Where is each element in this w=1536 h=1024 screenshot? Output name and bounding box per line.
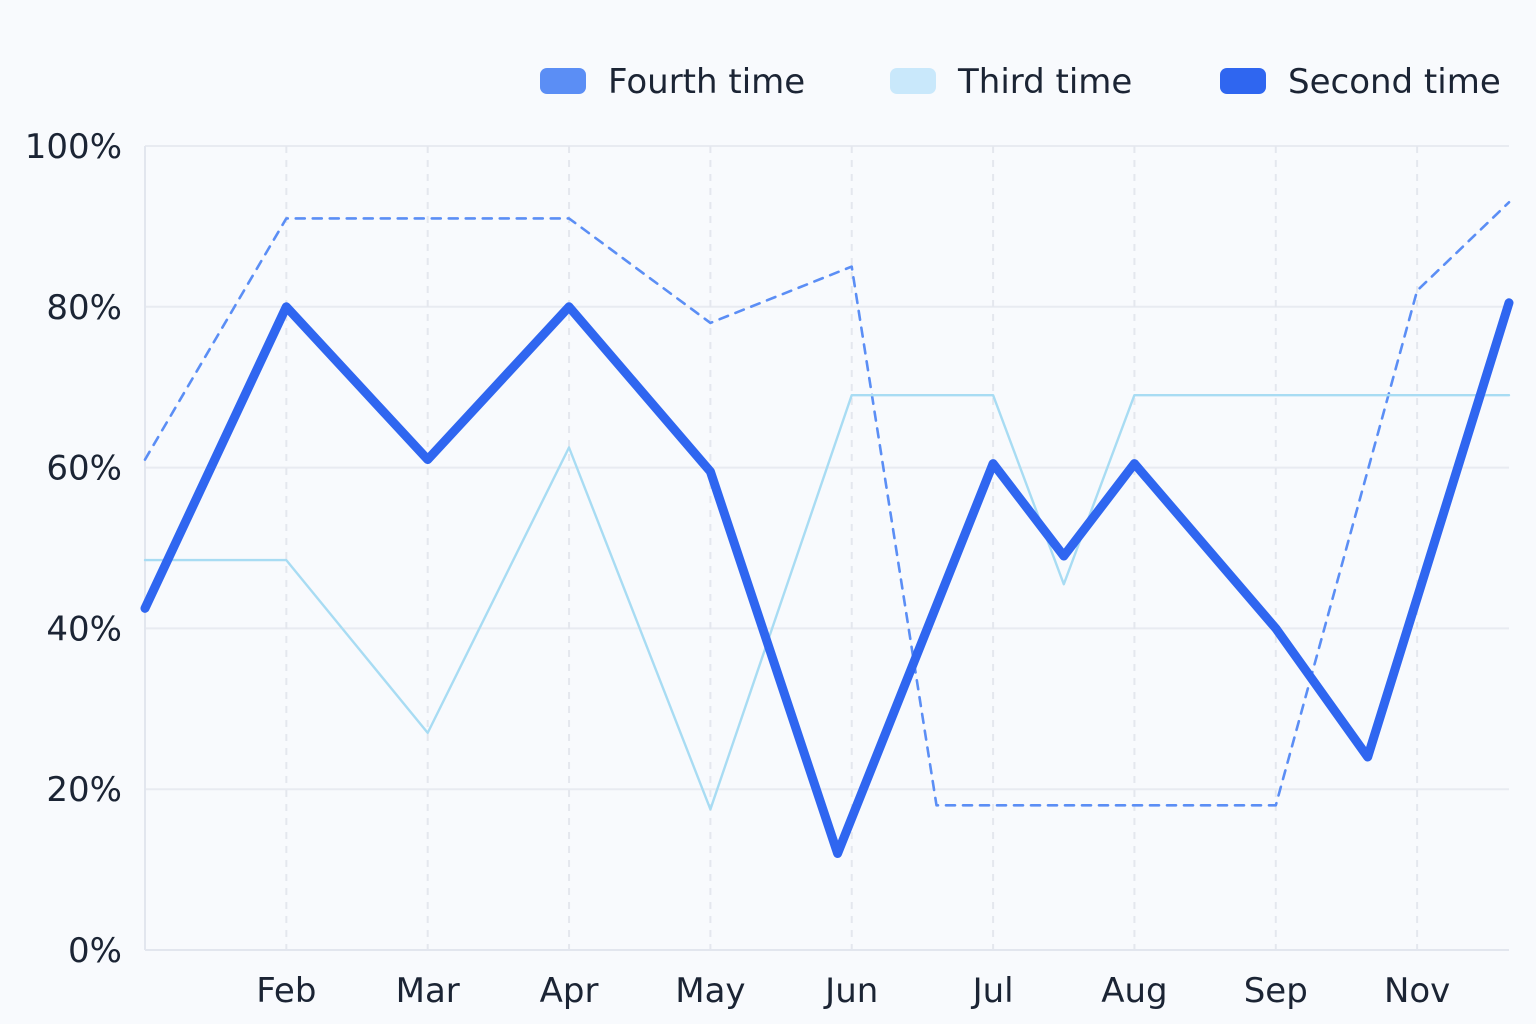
series-line-third-time bbox=[143, 394, 1511, 811]
legend-swatch bbox=[1220, 68, 1266, 94]
y-tick-label: 60% bbox=[46, 449, 122, 489]
legend: Fourth time Third time Second time bbox=[540, 62, 1501, 102]
legend-label: Second time bbox=[1288, 62, 1501, 102]
x-tick-label: Sep bbox=[1244, 971, 1308, 1011]
x-tick-label: Apr bbox=[540, 971, 599, 1011]
series-line-fourth-time bbox=[143, 201, 1511, 807]
x-tick-label: Jul bbox=[971, 971, 1014, 1011]
x-tick-label: Nov bbox=[1384, 971, 1450, 1011]
legend-label: Third time bbox=[957, 62, 1132, 102]
x-tick-label: Jun bbox=[823, 971, 878, 1011]
legend-item: Second time bbox=[1220, 62, 1501, 102]
legend-label: Fourth time bbox=[608, 62, 805, 102]
legend-swatch bbox=[890, 68, 936, 94]
x-tick-label: Mar bbox=[396, 971, 460, 1011]
y-tick-label: 40% bbox=[46, 609, 122, 649]
axes: 0% 20% 40% 60% 80% 100% Feb Mar Apr May Jun Jul Aug S… bbox=[25, 127, 1509, 1011]
series bbox=[140, 201, 1514, 858]
x-tick-label: May bbox=[675, 971, 745, 1011]
y-tick-label: 20% bbox=[46, 770, 122, 810]
legend-item: Fourth time bbox=[540, 62, 805, 102]
legend-swatch bbox=[540, 68, 586, 94]
y-tick-label: 80% bbox=[46, 288, 122, 328]
x-tick-label: Feb bbox=[256, 971, 316, 1011]
legend-item: Third time bbox=[890, 62, 1132, 102]
y-tick-label: 0% bbox=[68, 931, 122, 971]
y-tick-label: 100% bbox=[25, 127, 122, 167]
series-line-second-time bbox=[140, 298, 1514, 858]
x-tick-label: Aug bbox=[1101, 971, 1167, 1011]
